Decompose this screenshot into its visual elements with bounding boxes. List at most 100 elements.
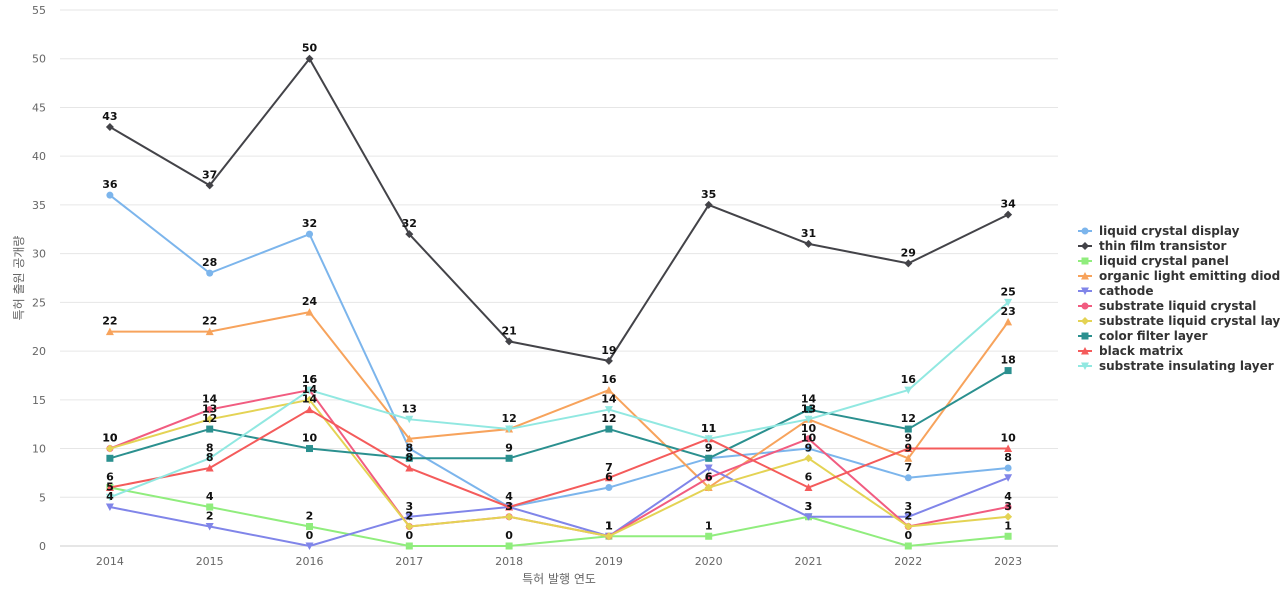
data-point[interactable] xyxy=(106,454,114,462)
data-point[interactable] xyxy=(604,386,613,394)
data-point[interactable] xyxy=(405,513,414,521)
data-point[interactable] xyxy=(904,474,912,482)
data-label: 16 xyxy=(302,373,318,386)
data-point[interactable] xyxy=(605,425,613,433)
legend-item[interactable]: substrate insulating layer xyxy=(1078,359,1274,373)
data-point[interactable] xyxy=(904,522,913,531)
data-point[interactable] xyxy=(205,454,214,463)
data-point[interactable] xyxy=(604,473,613,482)
data-label: 25 xyxy=(1000,285,1015,298)
data-point[interactable] xyxy=(1004,210,1013,219)
data-point[interactable] xyxy=(1004,474,1013,482)
data-point[interactable] xyxy=(604,532,613,541)
data-point[interactable] xyxy=(704,435,713,443)
data-point[interactable] xyxy=(1004,444,1013,453)
data-point[interactable] xyxy=(305,54,314,63)
legend-item[interactable]: liquid crystal display xyxy=(1078,224,1240,238)
data-point[interactable] xyxy=(206,269,214,277)
data-point[interactable] xyxy=(705,474,713,482)
legend-item[interactable]: substrate liquid crystal xyxy=(1078,299,1256,313)
data-point[interactable] xyxy=(305,386,314,395)
data-point[interactable] xyxy=(206,406,214,414)
data-point[interactable] xyxy=(405,415,414,424)
y-axis-title: 특허 출원 공개량 xyxy=(12,236,26,321)
data-point[interactable] xyxy=(904,542,912,550)
data-point[interactable] xyxy=(405,230,414,239)
data-point[interactable] xyxy=(904,259,913,268)
data-point[interactable] xyxy=(1004,532,1012,540)
data-point[interactable] xyxy=(604,356,613,365)
data-point[interactable] xyxy=(105,503,114,512)
data-point[interactable] xyxy=(904,386,913,395)
data-point[interactable] xyxy=(505,454,513,462)
data-label: 0 xyxy=(505,529,513,542)
legend-item[interactable]: thin film transistor xyxy=(1078,239,1226,253)
data-point[interactable] xyxy=(904,425,912,433)
data-point[interactable] xyxy=(405,522,414,531)
data-point[interactable] xyxy=(405,445,413,453)
data-point[interactable] xyxy=(804,415,813,424)
data-point[interactable] xyxy=(305,308,314,316)
data-point[interactable] xyxy=(206,425,214,433)
data-point[interactable] xyxy=(604,406,613,414)
legend-item[interactable]: organic light emitting diode xyxy=(1078,269,1280,283)
data-point[interactable] xyxy=(105,122,114,131)
legend-item[interactable]: cathode xyxy=(1078,284,1153,298)
data-point[interactable] xyxy=(205,181,214,190)
data-point[interactable] xyxy=(405,542,413,550)
data-point[interactable] xyxy=(206,503,214,511)
data-point[interactable] xyxy=(505,425,514,434)
legend-item[interactable]: liquid crystal panel xyxy=(1078,254,1229,268)
data-point[interactable] xyxy=(805,445,812,453)
data-point[interactable] xyxy=(505,337,514,346)
data-point[interactable] xyxy=(405,434,414,443)
data-point[interactable] xyxy=(1004,317,1013,326)
data-point[interactable] xyxy=(1004,503,1012,511)
data-point[interactable] xyxy=(705,454,713,462)
data-point[interactable] xyxy=(505,512,514,521)
data-point[interactable] xyxy=(904,444,913,453)
data-point[interactable] xyxy=(305,395,314,404)
data-point[interactable] xyxy=(105,483,114,492)
data-point[interactable] xyxy=(1004,464,1012,472)
data-point[interactable] xyxy=(1004,298,1013,307)
data-point[interactable] xyxy=(705,532,713,540)
data-point[interactable] xyxy=(505,542,513,550)
data-point[interactable] xyxy=(105,327,114,336)
data-point[interactable] xyxy=(505,503,514,511)
data-point[interactable] xyxy=(704,483,713,492)
data-point[interactable] xyxy=(704,464,713,473)
data-point[interactable] xyxy=(804,513,813,521)
data-point[interactable] xyxy=(605,484,613,492)
data-point[interactable] xyxy=(704,200,713,209)
data-label: 16 xyxy=(601,373,617,386)
data-point[interactable] xyxy=(405,454,413,462)
data-point[interactable] xyxy=(805,406,812,414)
data-point[interactable] xyxy=(105,493,114,502)
data-point[interactable] xyxy=(306,445,313,453)
data-point[interactable] xyxy=(1004,367,1012,375)
data-point[interactable] xyxy=(305,405,314,414)
data-point[interactable] xyxy=(904,454,913,462)
data-point[interactable] xyxy=(205,464,214,472)
data-point[interactable] xyxy=(205,327,214,336)
data-point[interactable] xyxy=(805,435,812,443)
data-point[interactable] xyxy=(305,542,314,551)
data-point[interactable] xyxy=(804,239,813,248)
legend-item[interactable]: color filter layer xyxy=(1078,329,1208,343)
data-point[interactable] xyxy=(804,483,813,492)
data-point[interactable] xyxy=(904,513,913,521)
data-point[interactable] xyxy=(205,415,214,424)
data-point[interactable] xyxy=(405,464,414,472)
data-point[interactable] xyxy=(205,523,214,531)
data-point[interactable] xyxy=(804,454,813,463)
data-point[interactable] xyxy=(105,444,114,453)
data-point[interactable] xyxy=(106,191,114,199)
data-point[interactable] xyxy=(306,230,313,238)
legend-item[interactable]: black matrix xyxy=(1078,344,1183,358)
data-point[interactable] xyxy=(1004,512,1013,521)
legend-item[interactable]: substrate liquid crystal layer xyxy=(1078,314,1280,328)
data-label: 1 xyxy=(605,519,613,532)
data-point[interactable] xyxy=(306,523,313,531)
